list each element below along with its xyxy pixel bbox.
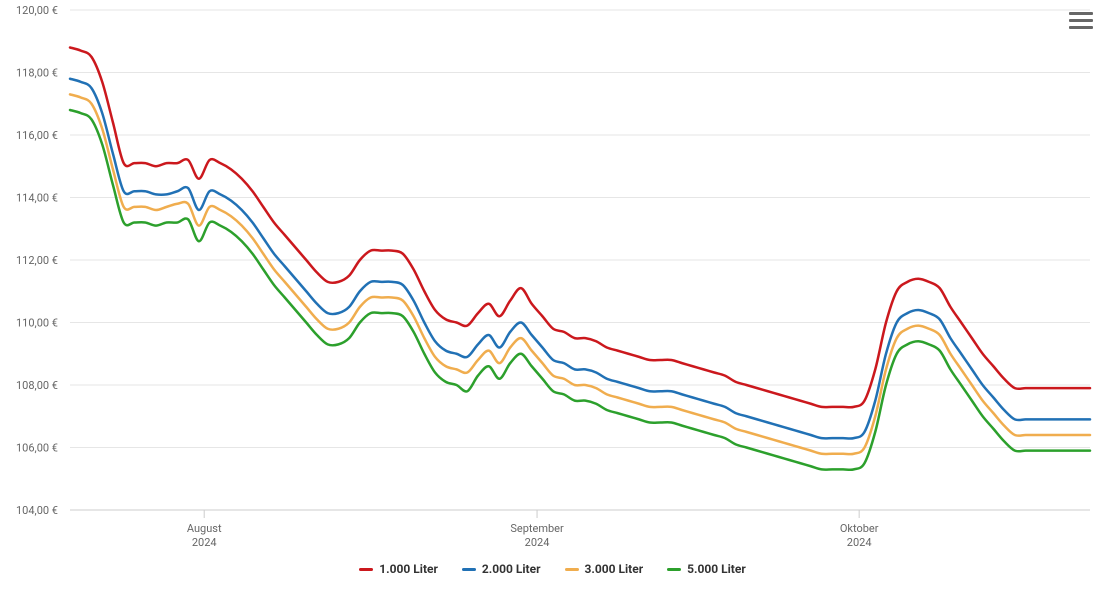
y-tick-label: 106,00 € xyxy=(16,442,58,455)
y-tick-label: 118,00 € xyxy=(16,67,58,80)
y-tick-label: 116,00 € xyxy=(16,129,58,142)
chart-svg: 104,00 € 106,00 € 108,00 € 110,00 € 112,00 €… xyxy=(0,0,1105,562)
legend-swatch xyxy=(462,568,476,571)
legend-label: 2.000 Liter xyxy=(482,562,541,576)
legend-swatch xyxy=(667,568,681,571)
y-tick-label: 112,00 € xyxy=(16,254,58,267)
legend-item[interactable]: 1.000 Liter xyxy=(359,562,438,576)
legend-label: 3.000 Liter xyxy=(585,562,644,576)
hamburger-menu-icon[interactable] xyxy=(1069,8,1093,32)
legend: 1.000 Liter 2.000 Liter 3.000 Liter 5.000 L… xyxy=(0,562,1105,576)
chart-container: 104,00 € 106,00 € 108,00 € 110,00 € 112,00 €… xyxy=(0,0,1105,602)
x-tick-month: Oktober xyxy=(840,522,879,535)
y-tick-label: 120,00 € xyxy=(16,4,58,17)
y-tick-label: 114,00 € xyxy=(16,192,58,205)
x-tick-month: September xyxy=(510,522,564,535)
y-tick-label: 108,00 € xyxy=(16,379,58,392)
x-tick-year: 2024 xyxy=(525,536,550,549)
y-tick-label: 110,00 € xyxy=(16,317,58,330)
legend-item[interactable]: 3.000 Liter xyxy=(565,562,644,576)
y-tick-label: 104,00 € xyxy=(16,504,58,517)
x-tick-month: August xyxy=(187,522,222,535)
legend-swatch xyxy=(359,568,373,571)
x-tick-year: 2024 xyxy=(847,536,872,549)
legend-label: 1.000 Liter xyxy=(379,562,438,576)
x-tick-year: 2024 xyxy=(192,536,217,549)
legend-item[interactable]: 5.000 Liter xyxy=(667,562,746,576)
legend-swatch xyxy=(565,568,579,571)
legend-label: 5.000 Liter xyxy=(687,562,746,576)
legend-item[interactable]: 2.000 Liter xyxy=(462,562,541,576)
